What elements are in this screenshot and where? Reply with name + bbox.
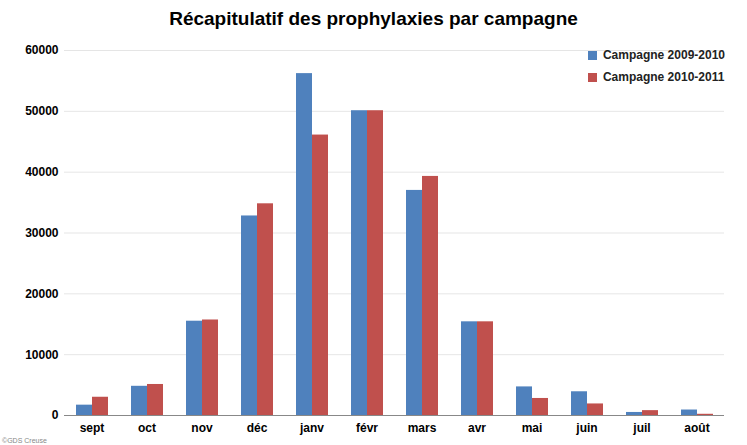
svg-text:juil: juil xyxy=(632,421,650,435)
svg-text:août: août xyxy=(684,421,709,435)
html-text:Récapitulatif des prophylaxies: Récapitulatif des prophylaxies par campa… xyxy=(169,8,578,29)
svg-text:mai: mai xyxy=(522,421,543,435)
svg-text:sept: sept xyxy=(80,421,105,435)
svg-text:mars: mars xyxy=(408,421,437,435)
svg-text:40000: 40000 xyxy=(25,165,59,179)
svg-text:20000: 20000 xyxy=(25,287,59,301)
svg-text:10000: 10000 xyxy=(25,348,59,362)
svg-text:oct: oct xyxy=(138,421,156,435)
svg-text:60000: 60000 xyxy=(25,43,59,57)
svg-text:déc: déc xyxy=(247,421,268,435)
html-text:Campagne 2010-2011: Campagne 2010-2011 xyxy=(602,70,725,84)
html-text:Campagne 2009-2010: Campagne 2009-2010 xyxy=(602,48,725,62)
svg-text:févr: févr xyxy=(356,421,378,435)
svg-text:janv: janv xyxy=(299,421,324,435)
svg-text:juin: juin xyxy=(575,421,597,435)
html-text:©GDS Creuse: ©GDS Creuse xyxy=(2,437,47,444)
svg-text:50000: 50000 xyxy=(25,104,59,118)
svg-text:avr: avr xyxy=(468,421,486,435)
svg-text:30000: 30000 xyxy=(25,226,59,240)
svg-text:nov: nov xyxy=(191,421,213,435)
svg-text:0: 0 xyxy=(52,408,59,422)
